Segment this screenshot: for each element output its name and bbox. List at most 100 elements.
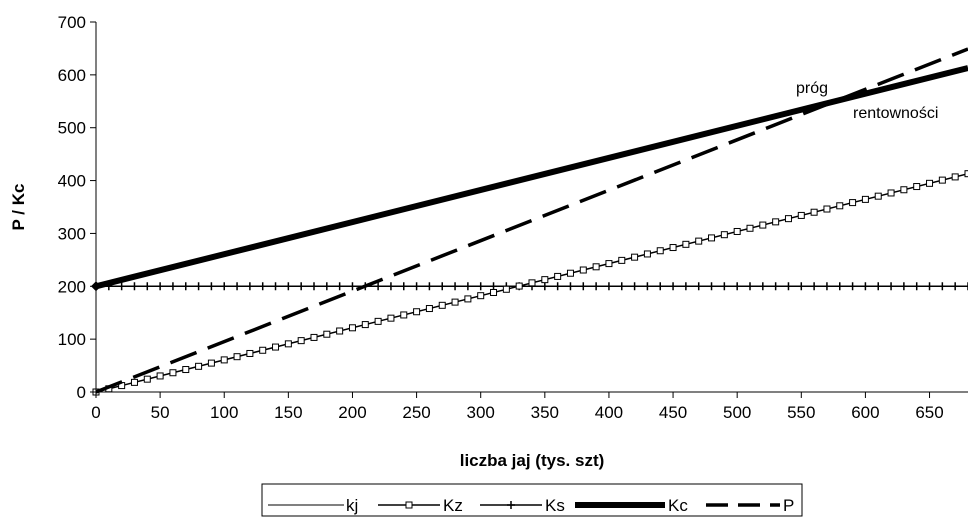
- kz-marker: [297, 337, 305, 345]
- kz-marker: [220, 356, 228, 364]
- kz-marker: [579, 266, 587, 274]
- kz-marker: [451, 298, 459, 306]
- y-axis-title: P / Kc: [9, 184, 28, 231]
- kz-marker: [515, 282, 523, 290]
- kz-marker: [836, 202, 844, 210]
- ks-marker: [579, 282, 588, 291]
- kz-marker: [195, 362, 203, 370]
- y-tick-label: 400: [58, 172, 86, 191]
- kz-marker: [130, 378, 138, 386]
- ks-marker: [463, 282, 472, 291]
- kz-marker: [400, 311, 408, 319]
- ks-marker: [822, 282, 831, 291]
- x-axis-title: liczba jaj (tys. szt): [460, 451, 605, 470]
- ks-marker: [951, 282, 960, 291]
- ks-marker: [835, 282, 844, 291]
- ks-marker: [425, 282, 434, 291]
- series-kz: [92, 170, 968, 396]
- ks-marker: [630, 282, 639, 291]
- legend-item-kc: Kc: [575, 496, 688, 515]
- x-tick-label: 500: [723, 403, 751, 422]
- legend-marker: [507, 501, 515, 509]
- y-tick-label: 200: [58, 277, 86, 296]
- legend-item-kz: Kz: [378, 496, 463, 515]
- kz-marker: [669, 244, 677, 252]
- ks-marker: [143, 282, 152, 291]
- x-tick-label: 0: [91, 403, 100, 422]
- y-tick-label: 700: [58, 13, 86, 32]
- y-tick-label: 500: [58, 119, 86, 138]
- legend-label: P: [783, 496, 794, 515]
- kz-marker: [336, 327, 344, 335]
- y-tick-label: 0: [77, 383, 86, 402]
- kz-marker: [541, 276, 549, 284]
- kz-marker: [259, 346, 267, 354]
- ks-marker: [245, 282, 254, 291]
- ks-marker: [553, 282, 562, 291]
- kz-marker: [631, 253, 639, 261]
- ks-marker: [733, 282, 742, 291]
- kz-marker: [425, 305, 433, 313]
- ks-marker: [643, 282, 652, 291]
- kz-marker: [233, 353, 241, 361]
- x-tick-label: 450: [659, 403, 687, 422]
- kz-marker: [682, 240, 690, 248]
- kz-marker: [374, 317, 382, 325]
- annotation-rentownosci: rentowności: [853, 105, 938, 122]
- kz-marker: [169, 369, 177, 377]
- ks-marker: [168, 282, 177, 291]
- series-kc: [91, 65, 968, 292]
- ks-marker: [220, 282, 229, 291]
- ks-marker: [784, 282, 793, 291]
- kz-marker: [926, 179, 934, 187]
- ks-marker: [810, 282, 819, 291]
- legend-label: Ks: [545, 496, 565, 515]
- x-tick-label: 50: [151, 403, 170, 422]
- kz-marker: [528, 279, 536, 287]
- ks-marker: [412, 282, 421, 291]
- series-ks: [92, 282, 968, 291]
- kz-marker: [605, 260, 613, 268]
- series-line-kc: [95, 65, 968, 290]
- ks-marker: [540, 282, 549, 291]
- legend-label: Kc: [668, 496, 688, 515]
- ks-marker: [964, 282, 968, 291]
- kz-marker: [746, 224, 754, 232]
- ks-marker: [348, 282, 357, 291]
- ks-marker: [604, 282, 613, 291]
- y-tick-label: 100: [58, 330, 86, 349]
- kz-marker: [554, 272, 562, 280]
- ks-marker: [130, 282, 139, 291]
- kz-marker: [143, 375, 151, 383]
- kz-marker: [156, 372, 164, 380]
- kz-marker: [413, 308, 421, 316]
- ks-marker: [297, 282, 306, 291]
- ks-marker: [874, 282, 883, 291]
- ks-marker: [451, 282, 460, 291]
- kz-marker: [784, 215, 792, 223]
- ks-marker: [861, 282, 870, 291]
- legend-item-kj: kj: [268, 496, 358, 515]
- x-tick-label: 400: [595, 403, 623, 422]
- kz-marker: [566, 269, 574, 277]
- ks-marker: [271, 282, 280, 291]
- kz-marker: [477, 292, 485, 300]
- kz-marker: [361, 321, 369, 329]
- y-ticks: 0 100 200 300 400 500 600 700: [58, 13, 96, 402]
- x-tick-label: 650: [915, 403, 943, 422]
- ks-marker: [681, 282, 690, 291]
- ks-marker: [912, 282, 921, 291]
- kz-marker: [874, 192, 882, 200]
- ks-marker: [258, 282, 267, 291]
- legend-item-p: P: [706, 496, 794, 515]
- ks-marker: [771, 282, 780, 291]
- ks-marker: [669, 282, 678, 291]
- kz-marker: [810, 208, 818, 216]
- kz-marker: [502, 285, 510, 293]
- ks-marker: [194, 282, 203, 291]
- ks-marker: [322, 282, 331, 291]
- ks-marker: [617, 282, 626, 291]
- kz-marker: [733, 227, 741, 235]
- kz-marker: [387, 314, 395, 322]
- kz-marker: [823, 205, 831, 213]
